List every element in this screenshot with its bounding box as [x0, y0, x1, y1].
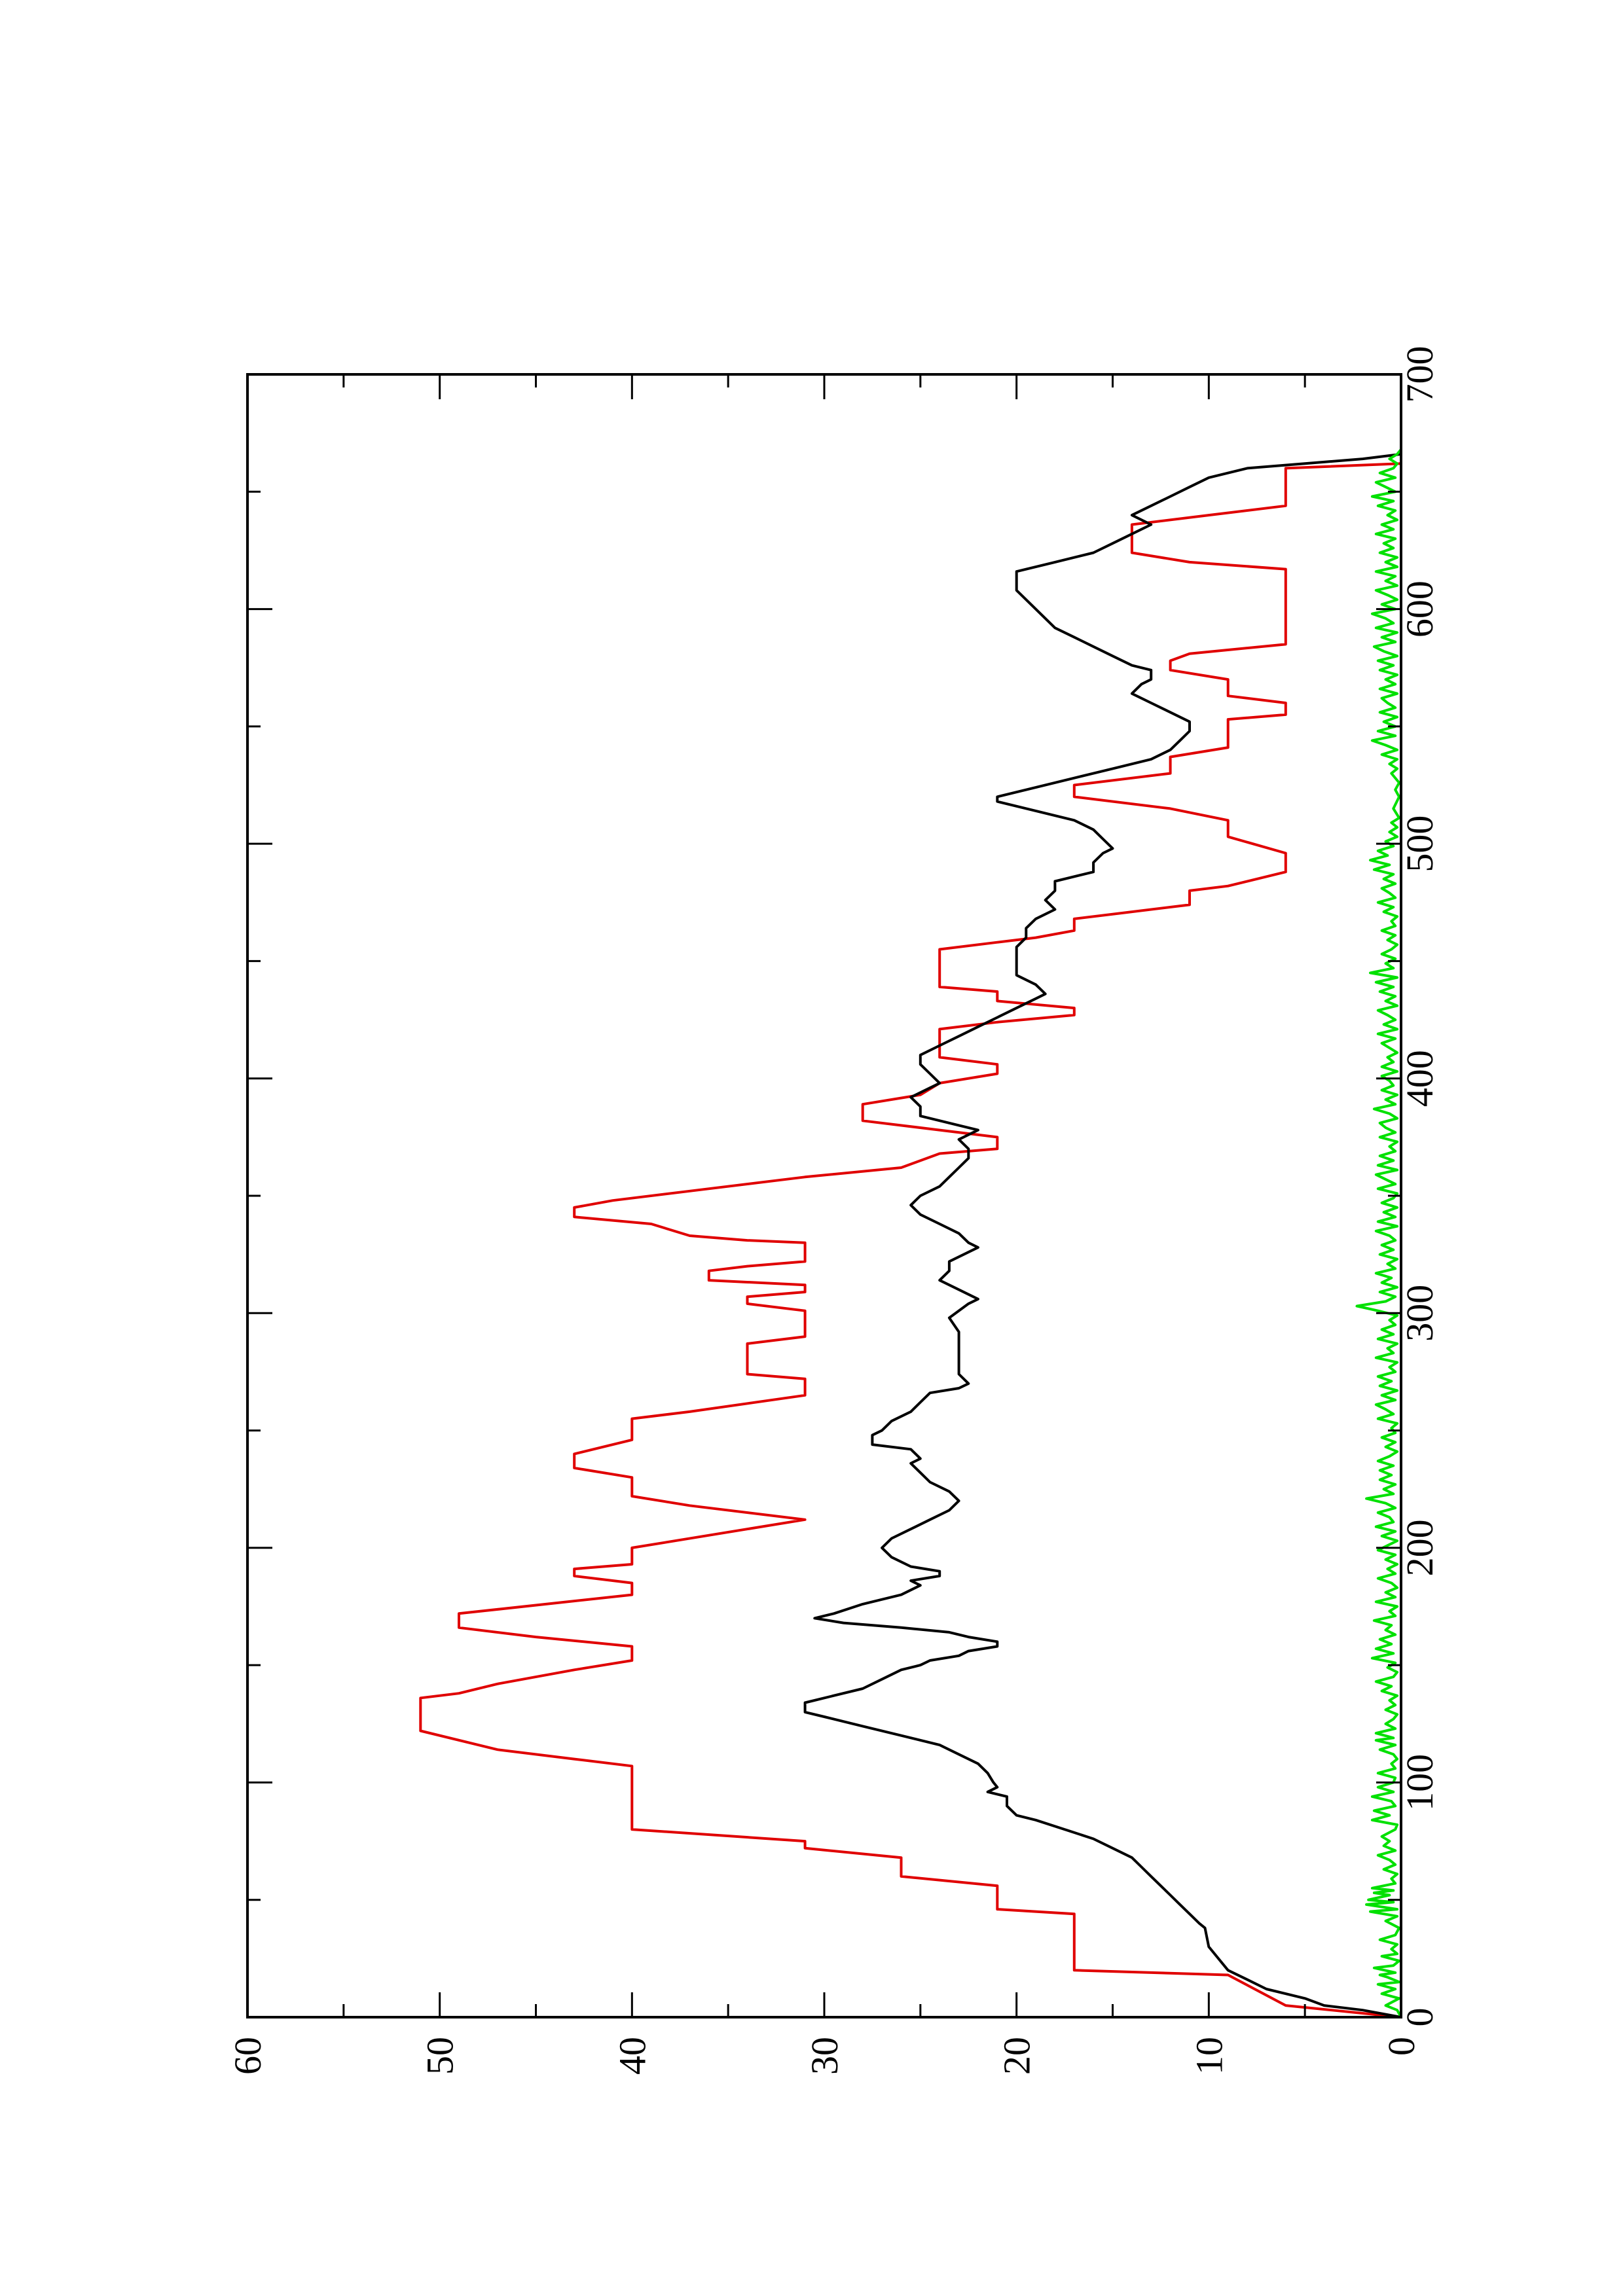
- x-tick-label: 300: [1398, 1285, 1441, 1342]
- y-tick-label: 60: [227, 2037, 269, 2075]
- y-tick-label: 50: [419, 2037, 462, 2075]
- x-tick-label: 100: [1398, 1754, 1441, 1811]
- y-tick-label: 20: [996, 2037, 1038, 2075]
- series-layer: [419, 448, 1402, 2018]
- x-tick-label: 500: [1398, 816, 1441, 872]
- y-tick-label: 0: [1380, 2037, 1423, 2056]
- series-line-1: [419, 462, 1402, 2018]
- x-tick-label: 700: [1398, 346, 1441, 403]
- label-layer: 0 100 200 300 400 500 600 700 0 10 20 30 40 50 60: [227, 346, 1441, 2075]
- y-tick-label: 10: [1188, 2037, 1230, 2075]
- y-tick-label: 40: [611, 2037, 653, 2075]
- series-line-2: [803, 452, 1402, 2018]
- x-tick-label: 600: [1398, 581, 1441, 637]
- y-tick-label: 30: [803, 2037, 846, 2075]
- tick-layer: [246, 373, 1402, 2018]
- x-tick-label: 400: [1398, 1050, 1441, 1107]
- series-line-3: [1355, 448, 1402, 2018]
- x-tick-label: 0: [1398, 2008, 1441, 2027]
- plot-frame: [246, 373, 1402, 2018]
- x-tick-label: 200: [1398, 1519, 1441, 1576]
